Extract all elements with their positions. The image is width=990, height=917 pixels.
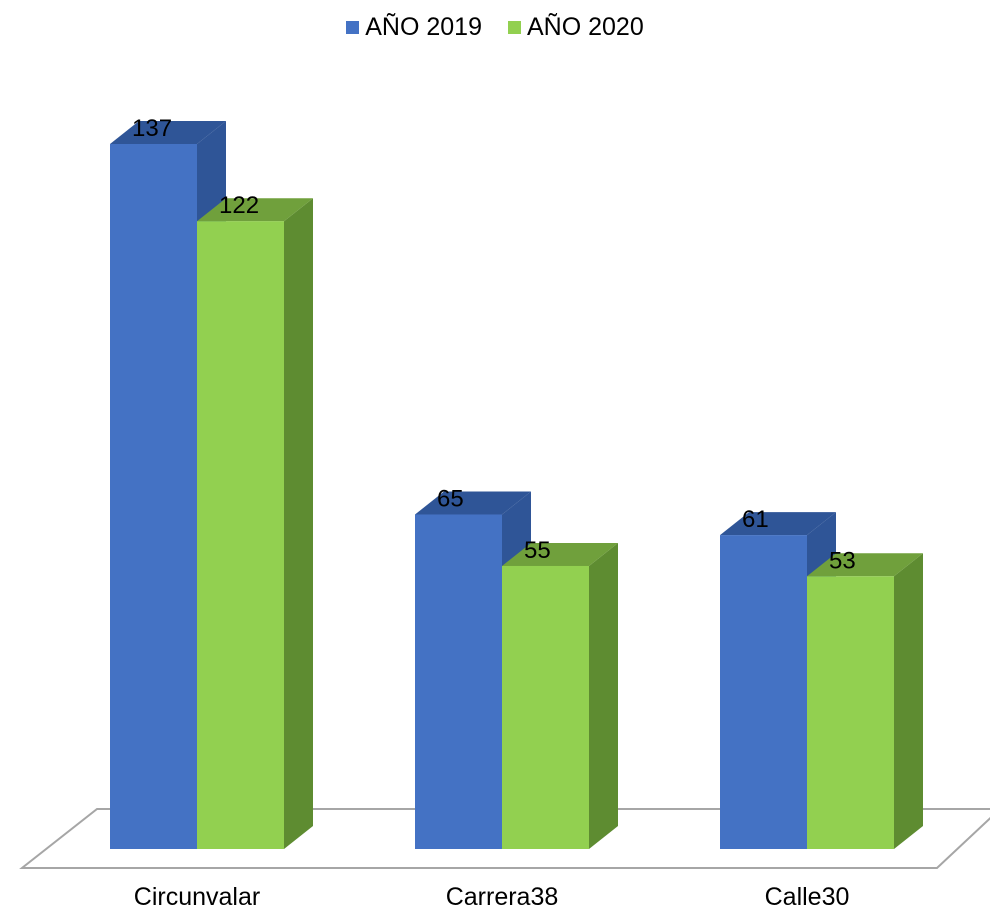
legend-item-2019: AÑO 2019 (346, 13, 482, 42)
bar-top-circunvalar-2019 (110, 121, 226, 144)
legend-swatch-2019 (346, 20, 360, 34)
category-label-carrera38: Carrera38 (446, 883, 559, 911)
category-label-calle30: Calle30 (765, 883, 850, 911)
bar-top-carrera38-2019 (415, 491, 531, 515)
bar-side-circunvalar-2020 (284, 198, 313, 850)
bar-carrera38-2019 (415, 514, 502, 849)
bar-calle30-2019 (720, 535, 807, 849)
bars (110, 121, 923, 850)
bar-side-carrera38-2020 (589, 542, 618, 849)
data-label-circunvalar-2019: 137 (132, 115, 172, 142)
category-labels: Circunvalar Carrera38 Calle30 (134, 883, 850, 911)
bar-top-calle30-2019 (720, 512, 836, 536)
bar-top-calle30-2020 (807, 553, 923, 577)
bar-circunvalar-2020 (197, 221, 284, 850)
data-labels: 137 122 65 55 61 53 (132, 115, 856, 574)
bar-side-calle30-2020 (894, 553, 923, 849)
data-label-calle30-2020: 53 (829, 547, 856, 574)
data-label-calle30-2019: 61 (742, 506, 769, 533)
data-label-carrera38-2020: 55 (524, 537, 551, 564)
bar-circunvalar-2019 (110, 144, 197, 849)
category-label-circunvalar: Circunvalar (134, 883, 260, 911)
bar-top-carrera38-2020 (502, 542, 618, 566)
legend: AÑO 2019 AÑO 2020 (0, 10, 990, 44)
data-label-circunvalar-2020: 122 (219, 192, 259, 219)
bar-calle30-2020 (807, 576, 894, 849)
legend-swatch-2020 (508, 20, 521, 34)
data-label-carrera38-2019: 65 (437, 486, 464, 513)
legend-label-2019: AÑO 2019 (365, 12, 482, 41)
legend-label-2020: AÑO 2020 (527, 12, 644, 41)
legend-item-2020: AÑO 2020 (508, 13, 644, 42)
bar-carrera38-2020 (502, 565, 589, 849)
bar-top-circunvalar-2020 (197, 198, 313, 222)
